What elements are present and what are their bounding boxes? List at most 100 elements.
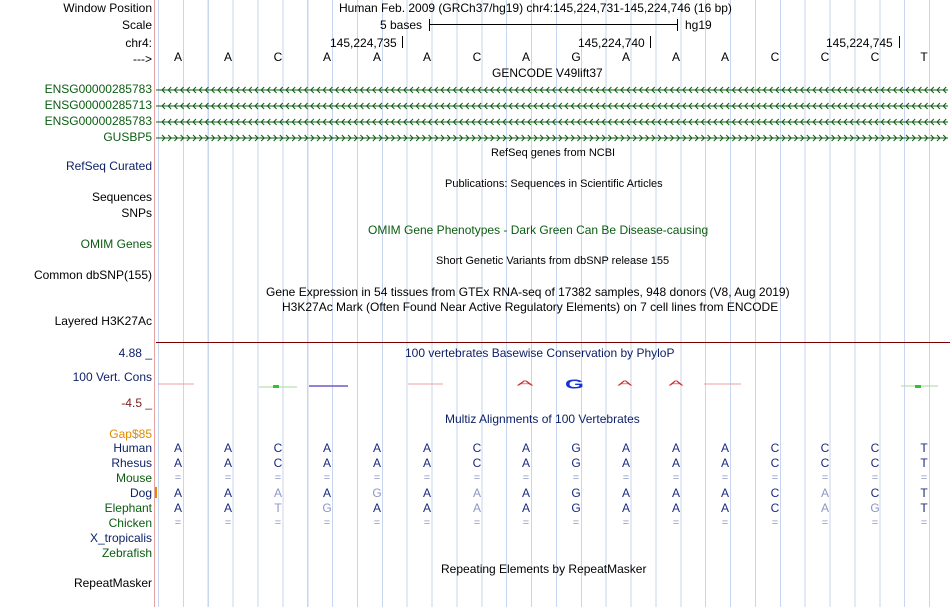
- alignment-base: A: [521, 441, 530, 455]
- alignment-base: G: [571, 441, 581, 455]
- species-label[interactable]: Human: [113, 441, 152, 455]
- species-label[interactable]: X_tropicalis: [89, 531, 152, 545]
- repeatmasker-label[interactable]: RepeatMasker: [73, 576, 152, 590]
- alignment-base: A: [173, 501, 182, 515]
- alignment-base: G: [870, 501, 880, 515]
- alignment-base: A: [223, 501, 232, 515]
- scale-bases-text: 5 bases: [380, 18, 423, 32]
- alignment-base: =: [373, 472, 381, 484]
- alignment-base: =: [224, 517, 232, 529]
- reference-base: T: [920, 50, 928, 64]
- alignment-base: A: [273, 486, 282, 500]
- alignment-base: A: [472, 486, 481, 500]
- alignment-base: =: [871, 517, 879, 529]
- species-label[interactable]: Zebrafish: [101, 546, 152, 560]
- alignment-base: A: [173, 486, 182, 500]
- gene-feature-line[interactable]: [156, 100, 948, 112]
- alignment-base: =: [721, 517, 729, 529]
- position-label-3: 145,224,745: [826, 36, 893, 50]
- alignment-base: A: [372, 501, 381, 515]
- common-dbsnp-label[interactable]: Common dbSNP(155): [33, 268, 152, 282]
- phylop-base-a-2: A: [617, 379, 633, 388]
- sequences-label[interactable]: Sequences: [91, 190, 152, 204]
- reference-base: A: [720, 50, 729, 64]
- snps-label[interactable]: SNPs: [121, 206, 152, 220]
- alignment-base: T: [920, 501, 928, 515]
- base-gridlines: [154, 0, 950, 607]
- alignment-base: =: [174, 472, 182, 484]
- species-label[interactable]: Mouse: [115, 471, 152, 485]
- assembly-position-text: Human Feb. 2009 (GRCh37/hg19) chr4:145,2…: [339, 1, 732, 15]
- gene-feature-line[interactable]: [156, 132, 948, 144]
- species-label[interactable]: Chicken: [108, 516, 152, 530]
- alignment-base: =: [174, 517, 182, 529]
- publications-track-title: Publications: Sequences in Scientific Ar…: [445, 178, 663, 190]
- refseq-curated-label[interactable]: RefSeq Curated: [65, 159, 152, 173]
- gene-label[interactable]: ENSG00000285783: [44, 82, 152, 96]
- alignment-base: =: [572, 517, 580, 529]
- reference-base: A: [372, 50, 381, 64]
- species-label[interactable]: Elephant: [104, 501, 152, 515]
- omim-genes-label[interactable]: OMIM Genes: [80, 237, 152, 251]
- gene-feature-line[interactable]: [156, 84, 948, 96]
- alignment-base: A: [223, 486, 232, 500]
- alignment-base: C: [770, 486, 780, 500]
- alignment-base: A: [621, 456, 630, 470]
- alignment-base: A: [720, 501, 729, 515]
- alignment-base: =: [323, 517, 331, 529]
- chrom-label: chr4:: [125, 36, 152, 50]
- layered-h3k27ac-label[interactable]: Layered H3K27Ac: [54, 314, 152, 328]
- alignment-base: =: [771, 472, 779, 484]
- alignment-base: A: [422, 456, 431, 470]
- gene-feature-line[interactable]: [156, 116, 948, 128]
- alignment-base: A: [322, 456, 331, 470]
- track-left-border: [154, 0, 155, 607]
- multiz-track-title: Multiz Alignments of 100 Vertebrates: [445, 412, 640, 426]
- alignment-base: A: [521, 501, 530, 515]
- alignment-base: A: [173, 441, 182, 455]
- alignment-base: =: [423, 517, 431, 529]
- reference-base: C: [770, 50, 780, 64]
- alignment-base: C: [770, 456, 780, 470]
- gene-label[interactable]: GUSBP5: [103, 130, 152, 144]
- alignment-base: C: [770, 501, 780, 515]
- alignment-base: C: [273, 441, 283, 455]
- alignment-base: A: [671, 456, 680, 470]
- alignment-base: A: [720, 486, 729, 500]
- reference-base: C: [472, 50, 482, 64]
- alignment-base: A: [173, 456, 182, 470]
- alignment-base: A: [422, 441, 431, 455]
- gaps-label: Gap$85: [109, 427, 152, 441]
- reference-base: A: [422, 50, 431, 64]
- position-tick-2: [650, 36, 651, 48]
- alignment-base: =: [274, 517, 282, 529]
- species-label[interactable]: Dog: [129, 486, 152, 500]
- alignment-base: =: [522, 517, 530, 529]
- alignment-base: A: [820, 486, 829, 500]
- reference-base: A: [223, 50, 232, 64]
- alignment-base: =: [920, 517, 928, 529]
- alignment-base: A: [521, 486, 530, 500]
- alignment-base: =: [224, 472, 232, 484]
- strand-arrow-label[interactable]: --->: [133, 52, 152, 66]
- gene-label[interactable]: ENSG00000285713: [44, 98, 152, 112]
- alignment-base: G: [372, 486, 382, 500]
- reference-base: A: [621, 50, 630, 64]
- phylop-base-g: G: [565, 377, 584, 392]
- species-label[interactable]: Rhesus: [111, 456, 152, 470]
- gene-label[interactable]: ENSG00000285783: [44, 114, 152, 128]
- alignment-base: A: [322, 486, 331, 500]
- alignment-base: =: [572, 472, 580, 484]
- alignment-base: =: [323, 472, 331, 484]
- vert-cons-label[interactable]: 100 Vert. Cons: [72, 370, 152, 384]
- scale-db-text: hg19: [685, 18, 712, 32]
- reference-base: G: [571, 50, 581, 64]
- alignment-base: G: [571, 486, 581, 500]
- reference-base: C: [820, 50, 830, 64]
- alignment-base: C: [273, 456, 283, 470]
- alignment-base: G: [571, 456, 581, 470]
- position-label-2: 145,224,740: [578, 36, 645, 50]
- alignment-base: A: [671, 441, 680, 455]
- scale-bar-left-tick: [429, 19, 430, 31]
